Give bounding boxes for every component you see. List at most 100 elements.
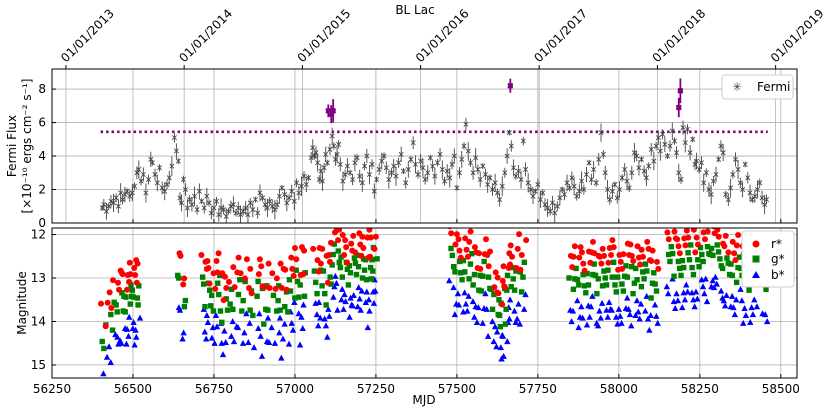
fermi-ylabel-units: [×10⁻¹⁰ ergs cm⁻² s⁻¹]: [20, 79, 34, 214]
fermi-ytick-label: 4: [38, 149, 46, 163]
fermi-point: [559, 186, 565, 193]
b-point: [354, 303, 361, 310]
fermi-point: [716, 156, 722, 163]
r-point: [674, 236, 681, 243]
b-point: [276, 314, 284, 321]
g-point: [255, 278, 261, 285]
g-point: [652, 281, 658, 287]
fermi-point: [728, 178, 734, 197]
fermi-point: [169, 156, 175, 176]
g-point: [114, 309, 120, 315]
fermi-point: [508, 140, 514, 152]
r-point: [475, 250, 482, 257]
r-point: [455, 236, 462, 243]
b-point: [219, 351, 227, 358]
r-point: [704, 228, 711, 235]
fermi-flare-point: [507, 78, 514, 93]
fermi-point: [437, 148, 443, 161]
g-point: [331, 241, 337, 247]
fermi-point: [634, 151, 640, 162]
b-point: [748, 304, 755, 311]
g-point: [128, 282, 134, 288]
g-point: [521, 259, 528, 266]
fermi-point: [737, 177, 743, 188]
b-point: [515, 300, 522, 307]
fermi-ytick-label: 8: [38, 82, 46, 96]
g-point: [230, 306, 236, 313]
r-point: [644, 238, 651, 245]
fermi-point: [463, 117, 469, 131]
g-point: [470, 282, 476, 288]
fermi-point: [557, 190, 563, 206]
b-point: [364, 324, 372, 331]
r-point: [327, 239, 334, 246]
r-point: [212, 285, 219, 292]
b-point: [598, 299, 606, 306]
g-point: [282, 303, 288, 310]
g-point: [276, 283, 282, 289]
g-point: [217, 272, 223, 279]
fermi-point: [218, 198, 224, 218]
g-point: [724, 255, 730, 261]
fermi-point: [146, 174, 152, 185]
b-point: [255, 325, 262, 332]
r-point: [692, 249, 699, 256]
fermi-point: [250, 201, 256, 218]
fermi-point: [289, 184, 295, 198]
fermi-point: [324, 159, 330, 166]
fermi-point: [264, 198, 270, 217]
r-point: [116, 286, 123, 293]
b-point: [635, 308, 642, 315]
fermi-point: [362, 161, 368, 171]
b-point: [256, 310, 263, 317]
r-point: [367, 234, 374, 241]
r-point: [124, 286, 131, 293]
g-point: [285, 309, 291, 315]
fermi-point: [444, 164, 450, 179]
b-point: [355, 284, 362, 291]
b-point: [212, 311, 220, 318]
fermi-point: [184, 198, 190, 217]
b-point: [465, 292, 472, 299]
fermi-point: [262, 198, 268, 211]
r-point: [106, 289, 113, 296]
fermi-point: [321, 162, 327, 173]
g-point: [363, 277, 370, 283]
x-tick-label: 56750: [195, 382, 233, 396]
b-point: [475, 304, 482, 311]
fermi-point: [614, 192, 620, 204]
g-point: [293, 267, 299, 273]
g-point: [275, 297, 281, 304]
g-point: [250, 312, 256, 319]
r-point: [372, 233, 379, 240]
g-point: [320, 268, 327, 274]
g-point: [109, 327, 116, 333]
g-point: [620, 288, 627, 294]
b-point: [285, 340, 293, 347]
r-point: [102, 323, 109, 330]
fermi-point: [735, 159, 741, 180]
b-point: [644, 315, 652, 322]
b-point: [731, 311, 739, 318]
g-point: [580, 271, 586, 278]
r-point: [671, 228, 678, 235]
g-point: [485, 274, 492, 280]
fermi-flare-point: [330, 99, 336, 123]
fermi-point: [754, 180, 761, 199]
b-point: [372, 287, 379, 294]
date-tick-label: 01/01/2019: [768, 6, 827, 65]
r-point: [256, 256, 263, 263]
g-point: [460, 257, 467, 264]
b-point: [497, 344, 505, 351]
fermi-point: [646, 162, 652, 170]
g-point: [471, 271, 478, 278]
g-point: [329, 262, 335, 268]
fermi-point: [354, 154, 360, 162]
b-point: [733, 296, 740, 303]
g-point: [704, 243, 711, 250]
b-point: [338, 285, 346, 292]
r-point: [350, 232, 357, 239]
r-point: [288, 254, 295, 261]
b-point: [250, 344, 258, 351]
fermi-point: [369, 159, 375, 170]
